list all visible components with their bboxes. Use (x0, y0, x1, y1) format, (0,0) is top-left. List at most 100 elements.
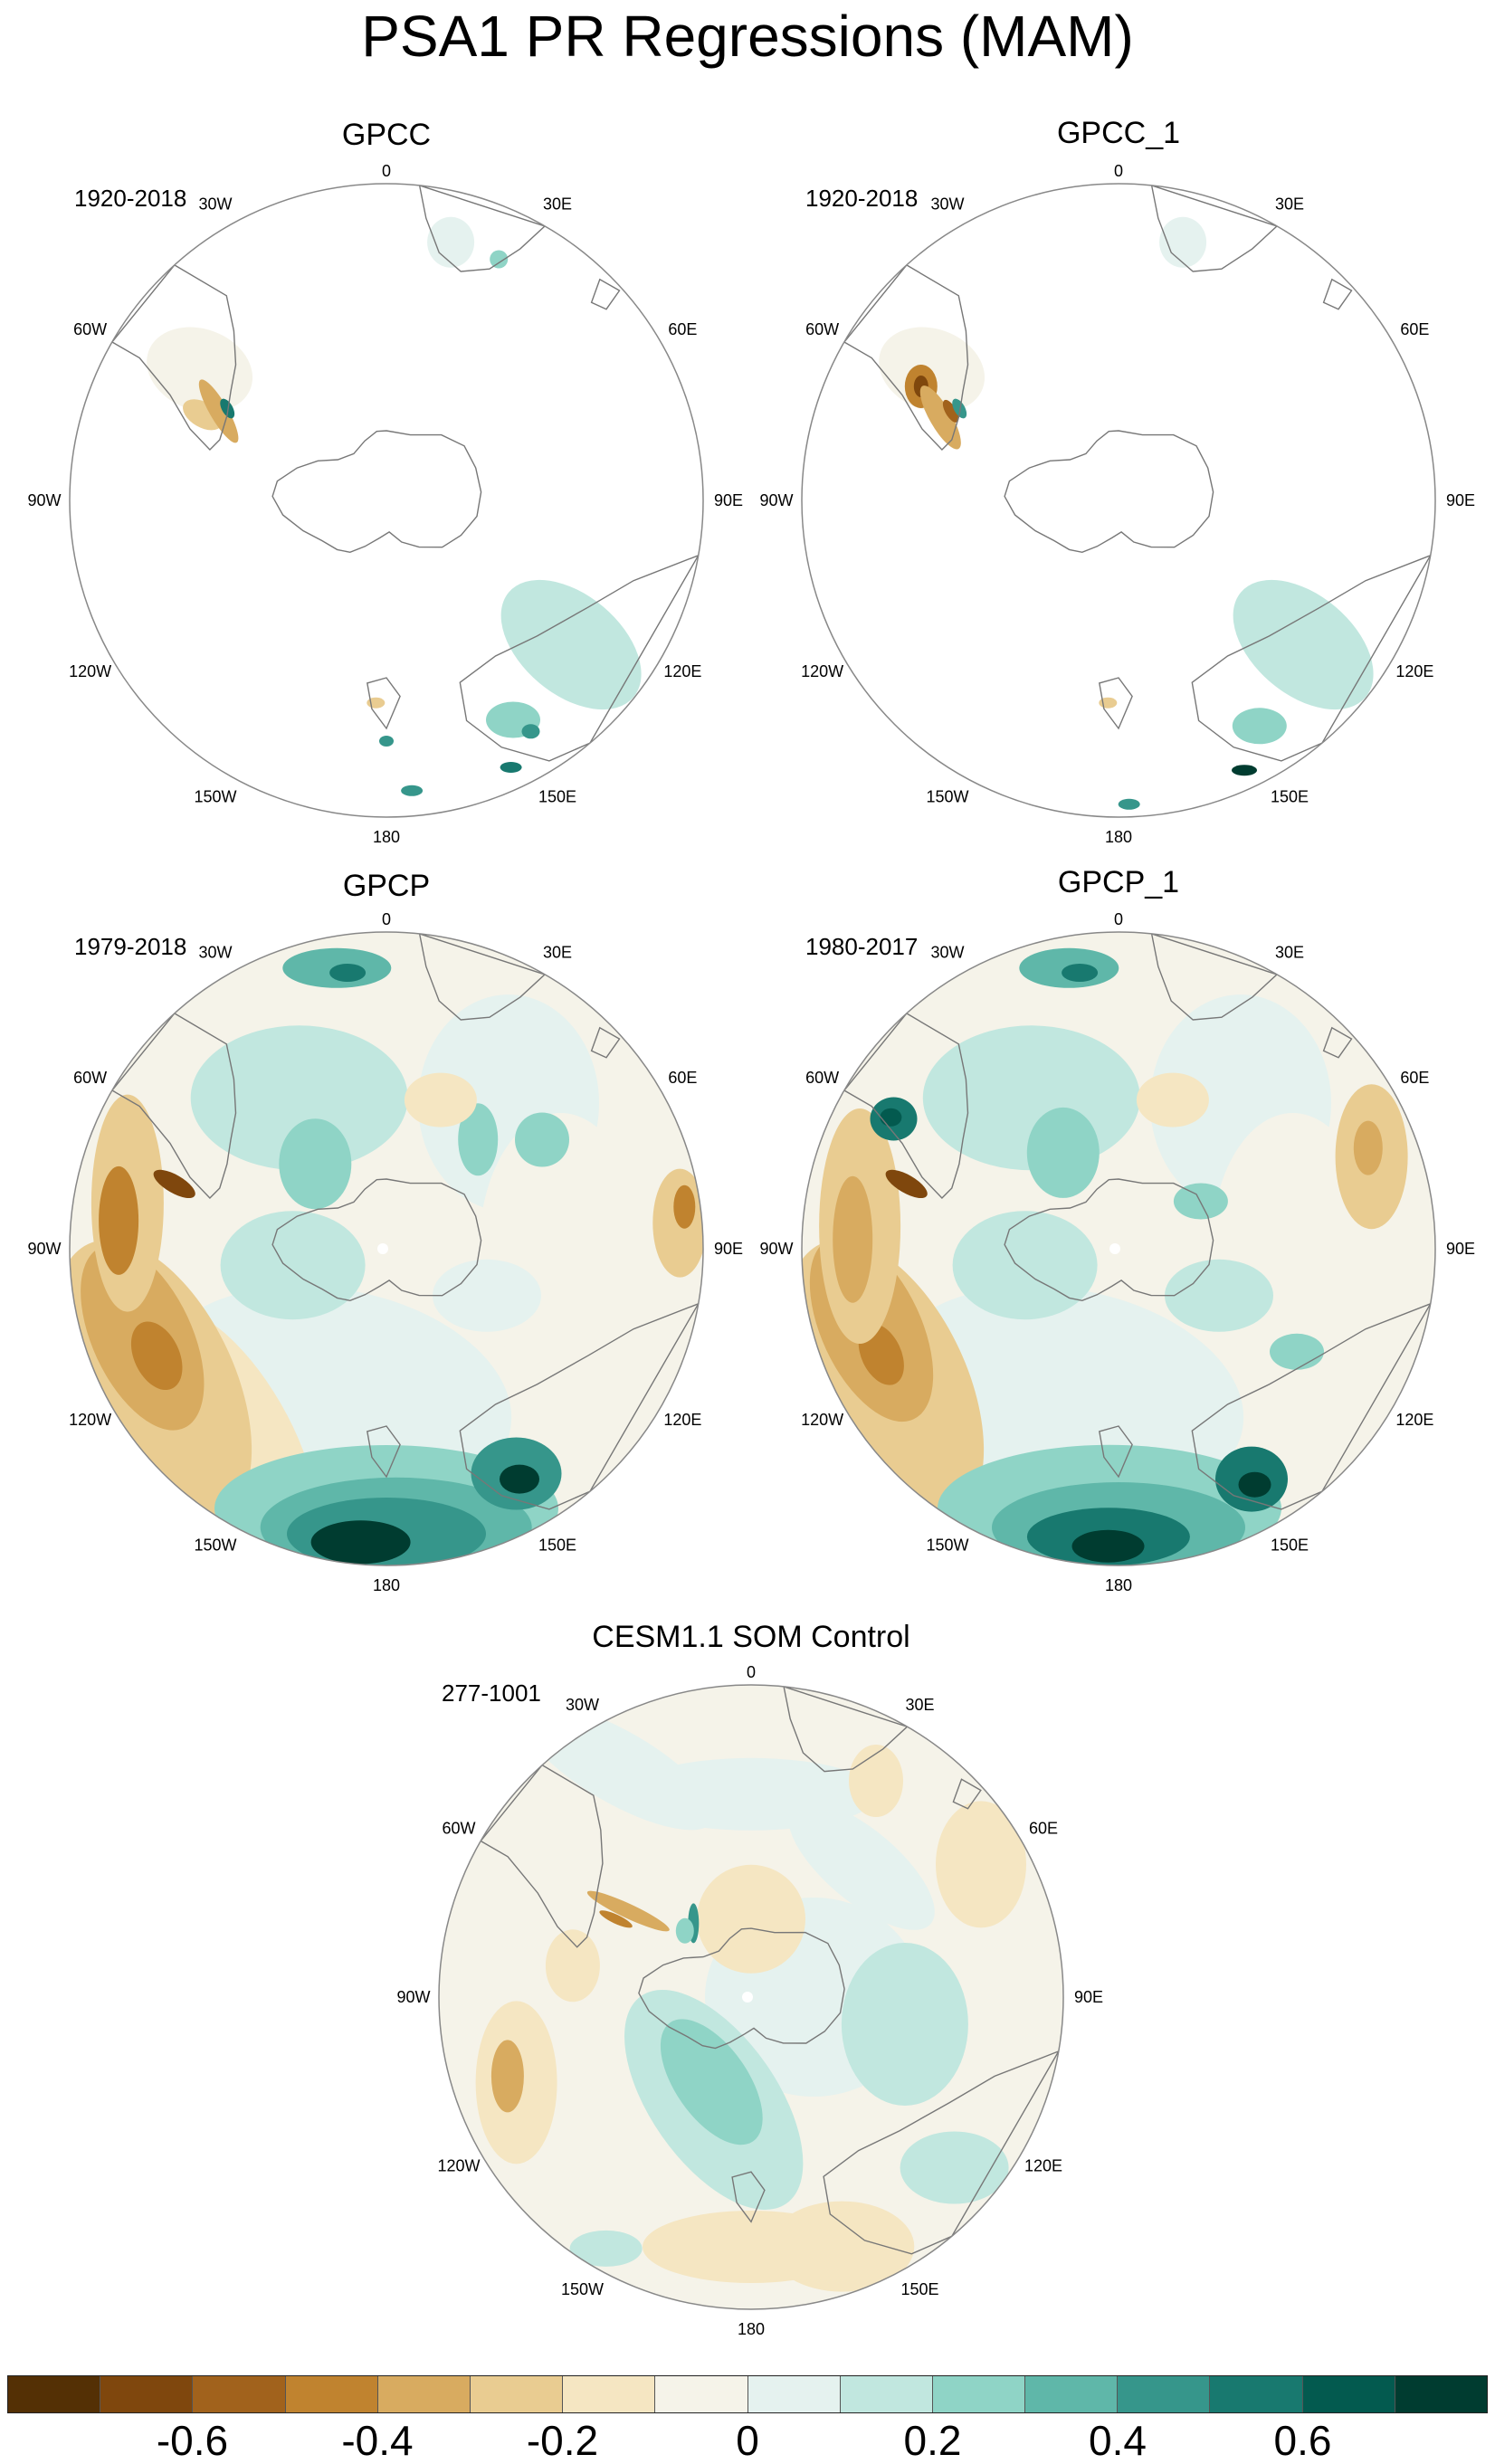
panel-title: GPCC (342, 118, 431, 152)
map-panel-gpcc-1: 0 30E 60E 90E 120E 150E 180 150W 120W 90W 60W 30W GP… (759, 116, 1475, 846)
lon-label: 150W (194, 787, 236, 805)
coastlines (843, 932, 1433, 1510)
lon-label: 60W (805, 1069, 839, 1087)
panel-title: GPCP (343, 869, 430, 903)
colorbar-swatch (655, 2376, 748, 2412)
colorbar-tick-label: 0.6 (1273, 2417, 1332, 2464)
lon-label: 150W (926, 1536, 968, 1554)
lon-label: 90E (714, 1240, 743, 1258)
colorbar-swatch (563, 2376, 656, 2412)
panel-period: 277-1001 (442, 1679, 541, 1707)
lon-label: 120W (69, 1411, 111, 1429)
lon-label: 90W (27, 491, 61, 509)
colorbar-swatch (470, 2376, 564, 2412)
colorbar-tick-label: 0 (736, 2417, 759, 2464)
map-panel-gpcp-1: 0 30E 60E 90E 120E 150E 180 150W 120W 90W 60W 30W GP… (759, 865, 1475, 1594)
lon-label: 120W (801, 1411, 843, 1429)
lon-label: 30W (930, 944, 964, 962)
lon-label: 150W (194, 1536, 236, 1554)
map-panel-cesm: 0 30E 60E 90E 120E 150E 180 150W 120W 90W 60W 30W CE… (396, 1620, 1103, 2338)
map-boundary (801, 931, 1436, 1566)
lon-label: 30E (543, 944, 572, 962)
map-panels: 0 30E 60E 90E 120E 150E 180 150W 120W 90W 60W 30W GP… (27, 116, 1475, 2338)
lon-label: 60W (73, 1069, 107, 1087)
lon-label: 120E (1395, 662, 1433, 680)
colorbar-swatch (1302, 2376, 1395, 2412)
lon-label: 60E (1400, 320, 1429, 338)
colorbar-swatch (8, 2376, 101, 2412)
lon-label: 180 (738, 2320, 765, 2338)
lon-label: 60W (73, 320, 107, 338)
map-field (70, 184, 703, 817)
panel-title: GPCP_1 (1058, 865, 1179, 899)
lon-label: 120E (1024, 2157, 1062, 2175)
lon-label: 150E (1271, 787, 1309, 805)
lon-label: 30E (1275, 195, 1304, 214)
map-field (802, 184, 1435, 817)
colorbar-swatch (840, 2376, 933, 2412)
lon-label: 90E (1446, 1240, 1475, 1258)
lon-label: 150W (561, 2280, 604, 2298)
colorbar-swatch (748, 2376, 841, 2412)
lon-label: 120E (663, 1411, 701, 1429)
map-boundary (69, 931, 704, 1566)
lon-label: 90E (1074, 1988, 1103, 2006)
coastlines (110, 184, 700, 762)
colorbar-swatch (193, 2376, 286, 2412)
lon-label: 30W (198, 944, 232, 962)
map-boundary (801, 183, 1436, 818)
lon-label: 0 (1114, 162, 1123, 180)
lon-label: 150E (538, 1536, 576, 1554)
colorbar-swatch (1118, 2376, 1211, 2412)
colorbar-swatch (285, 2376, 378, 2412)
colorbar (7, 2375, 1488, 2413)
lon-label: 150W (926, 787, 968, 805)
lon-label: 60E (1029, 1820, 1058, 1838)
lon-label: 90W (396, 1988, 430, 2006)
colorbar-swatch (100, 2376, 194, 2412)
colorbar-swatch (377, 2376, 471, 2412)
lon-label: 30W (566, 1696, 599, 1714)
colorbar-swatch (932, 2376, 1026, 2412)
panel-period: 1920-2018 (74, 185, 186, 212)
lon-label: 30E (1275, 944, 1304, 962)
figure-title: PSA1 PR Regressions (MAM) (361, 4, 1134, 69)
colorbar-swatch (1395, 2376, 1487, 2412)
map-field (70, 932, 703, 1565)
lon-label: 180 (1105, 828, 1132, 846)
lon-label: 30E (543, 195, 572, 214)
colorbar-tick-label: -0.2 (526, 2417, 599, 2464)
colorbar-swatch (1210, 2376, 1303, 2412)
lon-label: 90W (27, 1240, 61, 1258)
lon-label: 90W (759, 1240, 793, 1258)
lon-label: 120W (69, 662, 111, 680)
map-panel-gpcp: 0 30E 60E 90E 120E 150E 180 150W 120W 90W 60W 30W GP… (27, 869, 743, 1594)
lon-label: 150E (900, 2280, 938, 2298)
lon-label: 0 (747, 1663, 756, 1681)
lon-label: 30W (198, 195, 232, 214)
map-field (802, 932, 1435, 1565)
panel-period: 1979-2018 (74, 933, 186, 960)
lon-label: 120E (663, 662, 701, 680)
lon-label: 180 (373, 1576, 400, 1594)
map-boundary (69, 183, 704, 818)
panel-title: CESM1.1 SOM Control (592, 1620, 909, 1654)
coastlines (110, 932, 700, 1510)
colorbar-tick-label: -0.6 (156, 2417, 229, 2464)
colorbar-labels: -0.6 -0.4 -0.2 0 0.2 0.4 0.6 (7, 2418, 1488, 2463)
map-field (439, 1685, 1063, 2309)
lon-label: 0 (382, 162, 391, 180)
lon-label: 180 (1105, 1576, 1132, 1594)
panel-period: 1980-2017 (805, 933, 918, 960)
lon-label: 180 (373, 828, 400, 846)
lon-label: 60E (1400, 1069, 1429, 1087)
colorbar-tick-label: 0.2 (903, 2417, 962, 2464)
lon-label: 120E (1395, 1411, 1433, 1429)
lon-label: 60W (805, 320, 839, 338)
lon-label: 90E (714, 491, 743, 509)
lon-label: 30E (905, 1696, 934, 1714)
panel-period: 1920-2018 (805, 185, 918, 212)
map-panel-gpcc: 0 30E 60E 90E 120E 150E 180 150W 120W 90W 60W 30W GP… (27, 118, 743, 846)
lon-label: 0 (382, 910, 391, 928)
lon-label: 60E (668, 1069, 697, 1087)
